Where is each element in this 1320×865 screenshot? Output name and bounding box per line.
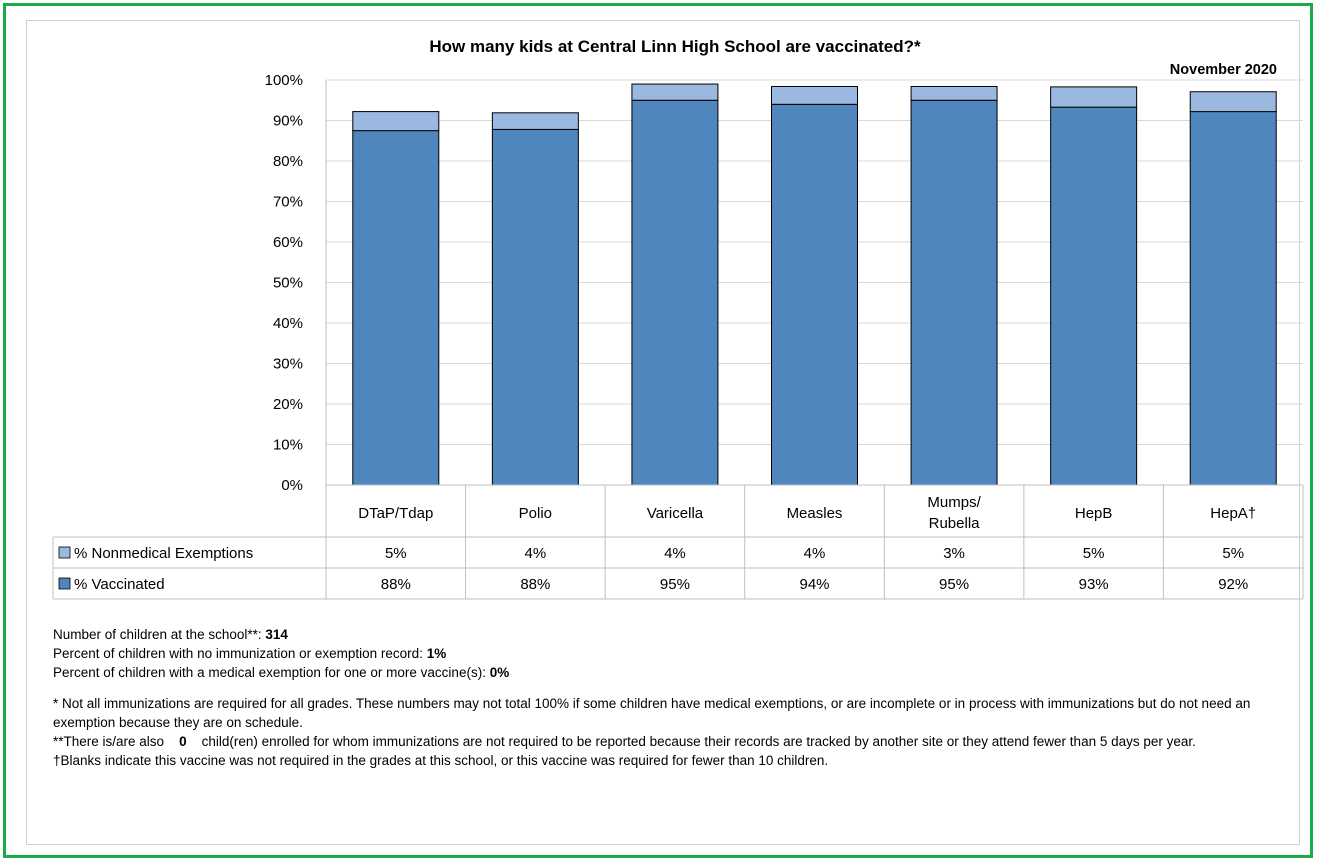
chart-title: How many kids at Central Linn High Schoo…: [429, 37, 921, 56]
bar-nonmedical-exemptions: [631, 83, 719, 101]
table-value: 92%: [1218, 576, 1248, 593]
bar-vaccinated: [1189, 111, 1277, 486]
medical-exemption-line: Percent of children with a medical exemp…: [53, 665, 510, 680]
bar-nonmedical-exemptions: [491, 112, 579, 130]
bar-vaccinated: [631, 99, 719, 486]
legend-nonmedical-exemptions-swatch: [58, 546, 71, 559]
y-tick-label: 80%: [273, 153, 303, 170]
y-tick-label: 60%: [273, 234, 303, 251]
footnote-other-site: **There is/are also 0 child(ren) enrolle…: [53, 734, 1196, 749]
notes-section: Number of children at the school**: 314 …: [53, 625, 1303, 770]
table-value: 4%: [804, 545, 826, 562]
bar-nonmedical-exemptions: [352, 111, 440, 132]
x-category-label: Varicella: [647, 505, 704, 522]
table-value: 3%: [943, 545, 965, 562]
table-value: 88%: [520, 576, 550, 593]
y-tick-label: 30%: [273, 356, 303, 373]
bar-vaccinated: [1050, 106, 1138, 486]
chart-area-border: [26, 20, 1300, 845]
y-tick-label: 20%: [273, 396, 303, 413]
y-tick-label: 90%: [273, 113, 303, 130]
table-value: 4%: [664, 545, 686, 562]
table-value: 4%: [525, 545, 547, 562]
x-category-label: HepB: [1075, 505, 1113, 522]
table-value: 94%: [799, 576, 829, 593]
bar-nonmedical-exemptions: [1189, 91, 1277, 113]
y-tick-label: 100%: [265, 72, 303, 89]
y-tick-label: 40%: [273, 315, 303, 332]
y-tick-label: 70%: [273, 194, 303, 211]
children-count-value: 314: [265, 627, 288, 642]
bar-nonmedical-exemptions: [910, 85, 998, 101]
children-count-line: Number of children at the school**: 314: [53, 627, 288, 642]
legend-vaccinated-swatch: [58, 577, 71, 590]
x-category-label: HepA†: [1210, 505, 1256, 522]
footnote-grades: * Not all immunizations are required for…: [53, 696, 1251, 730]
x-category-label: Mumps/: [927, 494, 981, 511]
date-label: November 2020: [1170, 62, 1277, 78]
bar-vaccinated: [771, 103, 858, 486]
bar-nonmedical-exemptions: [771, 85, 858, 105]
table-value: 5%: [385, 545, 407, 562]
bar-vaccinated: [491, 128, 579, 486]
bar-vaccinated: [910, 99, 998, 486]
table-value: 5%: [1083, 545, 1105, 562]
footnote-blanks: †Blanks indicate this vaccine was not re…: [53, 753, 829, 768]
report-frame: [3, 3, 1313, 858]
y-tick-label: 50%: [273, 275, 303, 292]
legend-nonmedical-exemptions-label: % Nonmedical Exemptions: [74, 545, 253, 562]
table-value: 88%: [381, 576, 411, 593]
x-category-label: Measles: [787, 505, 843, 522]
other-site-count: 0: [179, 734, 187, 749]
table-value: 95%: [660, 576, 690, 593]
bar-nonmedical-exemptions: [1050, 86, 1138, 108]
bar-vaccinated: [352, 130, 440, 486]
legend-vaccinated-label: % Vaccinated: [74, 576, 165, 593]
y-tick-label: 0%: [281, 477, 303, 494]
x-category-label: DTaP/Tdap: [358, 505, 433, 522]
x-category-label: Polio: [519, 505, 552, 522]
medical-exemption-value: 0%: [489, 665, 510, 680]
no-record-line: Percent of children with no immunization…: [53, 646, 447, 661]
table-value: 95%: [939, 576, 969, 593]
table-value: 93%: [1079, 576, 1109, 593]
table-value: 5%: [1222, 545, 1244, 562]
no-record-value: 1%: [426, 646, 447, 661]
y-tick-label: 10%: [273, 437, 303, 454]
vaccination-chart: How many kids at Central Linn High Schoo…: [52, 37, 1304, 600]
x-category-label: Rubella: [929, 515, 981, 532]
